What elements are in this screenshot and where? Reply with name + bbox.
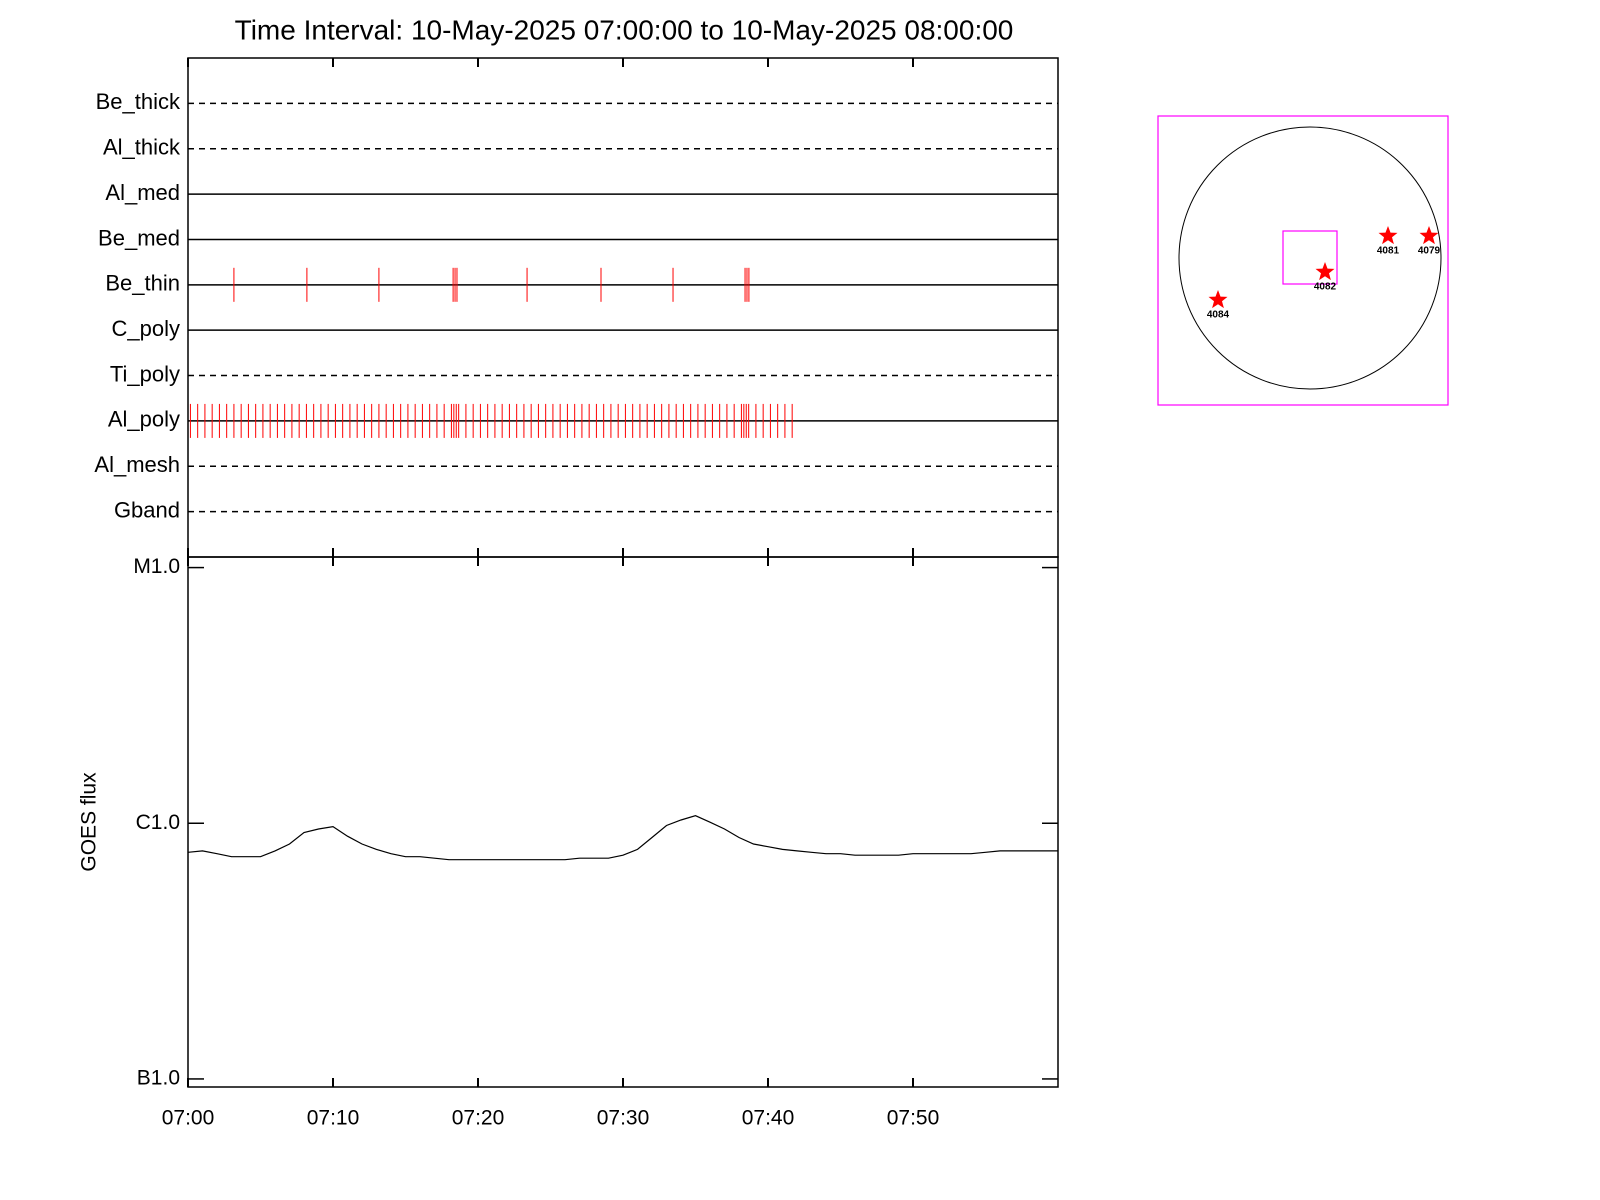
region-label: 4079 (1418, 246, 1441, 257)
y-tick-label: C1.0 (136, 811, 180, 834)
y-axis-label: GOES flux (78, 772, 101, 872)
y-tick-label: M1.0 (133, 555, 180, 578)
row-label: Be_med (98, 225, 180, 250)
x-tick-label: 07:10 (307, 1107, 360, 1130)
x-tick-label: 07:20 (452, 1107, 505, 1130)
region-marker (1208, 290, 1228, 309)
flux-line (187, 815, 1058, 861)
row-label: Al_mesh (94, 452, 180, 477)
y-tick-label: B1.0 (137, 1066, 180, 1089)
panel-frame (187, 57, 1059, 558)
row-label: Be_thin (105, 271, 180, 296)
x-tick-label: 07:50 (887, 1107, 940, 1130)
title: Time Interval: 10-May-2025 07:00:00 to 1… (235, 14, 1014, 45)
region-label: 4084 (1207, 310, 1230, 321)
row-label: Al_poly (108, 407, 180, 432)
region-label: 4081 (1377, 246, 1400, 257)
map-frame (1157, 115, 1449, 406)
region-label: 4082 (1314, 282, 1337, 293)
row-label: Al_thick (103, 135, 181, 160)
solar-limb (1178, 126, 1442, 390)
x-tick-label: 07:30 (597, 1107, 650, 1130)
field-of-view (1282, 230, 1338, 285)
row-label: Be_thick (96, 89, 181, 114)
row-label: Al_med (105, 180, 180, 205)
x-tick-label: 07:40 (742, 1107, 795, 1130)
region-marker (1315, 262, 1335, 281)
row-label: Gband (114, 497, 180, 522)
panel-frame (187, 556, 1059, 1088)
region-marker (1378, 226, 1398, 245)
row-label: C_poly (112, 316, 180, 341)
x-tick-label: 07:00 (162, 1107, 215, 1130)
region-marker (1419, 226, 1439, 245)
row-label: Ti_poly (110, 361, 180, 386)
